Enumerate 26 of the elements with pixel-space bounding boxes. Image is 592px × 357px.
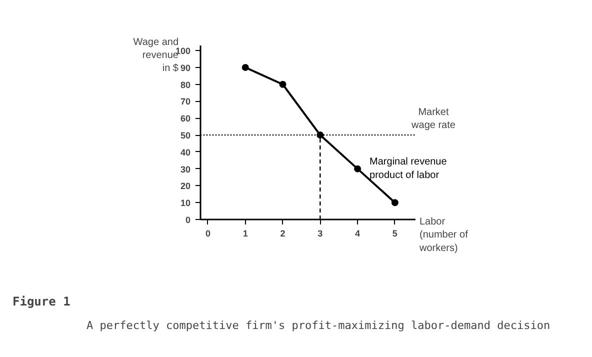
x-tick-label: 1 — [242, 228, 248, 238]
y-tick-label: 70 — [180, 96, 191, 107]
y-tick-label: 90 — [180, 62, 191, 73]
x-axis-title: Labor (number of workers) — [418, 216, 468, 254]
y-tick-label: 60 — [180, 114, 191, 124]
y-tick-label: 40 — [180, 147, 191, 158]
x-tick-label: 3 — [318, 228, 323, 238]
point — [316, 132, 324, 139]
point — [242, 64, 249, 71]
y-tick-label: 50 — [180, 130, 191, 141]
point — [391, 199, 398, 206]
y-tick-label: 0 — [185, 215, 191, 225]
x-tick-label: 5 — [392, 228, 398, 238]
ref-line-label: Market wage rate — [410, 106, 456, 132]
y-tick-label: 80 — [180, 80, 191, 90]
text: A perfectly competitive firm's profit-maximizing labor-demand decision — [86, 319, 550, 332]
x-tick-label: 2 — [280, 228, 286, 238]
series-label: Marginal revenue product of labor — [370, 156, 448, 181]
point — [354, 165, 362, 172]
point — [279, 80, 286, 88]
text: Figure 1 — [12, 294, 70, 308]
y-tick-label: 10 — [180, 198, 191, 208]
x-tick-label: 4 — [355, 228, 360, 238]
y-tick-label: 30 — [180, 164, 191, 174]
y-tick-label: 20 — [180, 181, 191, 192]
x-tick-label: 0 — [205, 228, 210, 238]
